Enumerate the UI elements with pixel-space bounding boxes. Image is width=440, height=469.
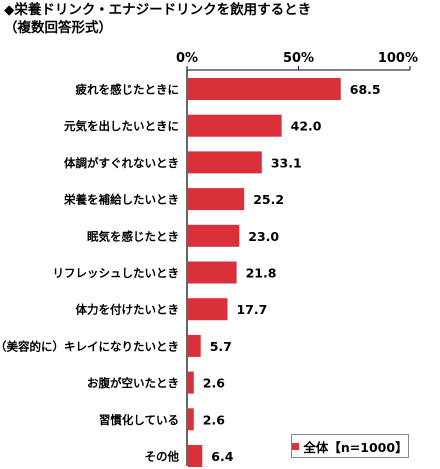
value-label: 5.7 <box>210 339 232 354</box>
category-label: 体力を付けたいとき <box>76 303 180 317</box>
category-label: 疲れを感じたときに <box>76 83 180 97</box>
x-tick-label: 100% <box>378 51 418 66</box>
value-label: 68.5 <box>350 82 381 97</box>
legend-label: 全体【n=1000】 <box>303 439 408 455</box>
bar <box>188 188 245 211</box>
value-label: 2.6 <box>203 412 225 427</box>
category-label: （美容的に）キレイになりたいとき <box>0 339 179 353</box>
category-label: 栄養を補給したいとき <box>63 193 179 207</box>
value-label: 25.2 <box>253 192 284 207</box>
value-label: 42.0 <box>291 119 322 134</box>
bar <box>188 261 237 284</box>
bar <box>188 445 203 467</box>
category-label: 元気を出したいときに <box>64 119 179 133</box>
legend: 全体【n=1000】 <box>291 434 409 458</box>
value-label: 6.4 <box>211 449 233 464</box>
legend-swatch <box>292 442 300 450</box>
value-label: 23.0 <box>248 229 279 244</box>
chart-title: ◆栄養ドリンク・エナジードリンクを飲用するとき <box>4 2 312 18</box>
value-label: 17.7 <box>236 302 267 317</box>
bar <box>188 334 201 357</box>
category-label: 習慣化している <box>99 413 179 427</box>
x-tick-label: 0% <box>176 51 198 66</box>
bar <box>188 408 194 431</box>
value-label: 21.8 <box>246 266 277 281</box>
category-label: 体調がすぐれないとき <box>64 156 179 170</box>
value-label: 33.1 <box>271 155 302 170</box>
chart-subtitle: （複数回答形式） <box>4 20 112 36</box>
category-label: お腹が空いたとき <box>87 376 179 390</box>
x-tick-label: 50% <box>283 51 314 66</box>
bar <box>188 371 194 394</box>
value-label: 2.6 <box>203 376 225 391</box>
category-label: その他 <box>145 450 180 464</box>
category-label: 眠気を感じたとき <box>87 229 179 243</box>
bar <box>188 78 341 100</box>
bar <box>188 151 262 174</box>
category-label: リフレッシュしたいとき <box>53 266 180 280</box>
bar <box>188 224 240 247</box>
bar <box>188 298 228 321</box>
bar <box>188 114 282 137</box>
